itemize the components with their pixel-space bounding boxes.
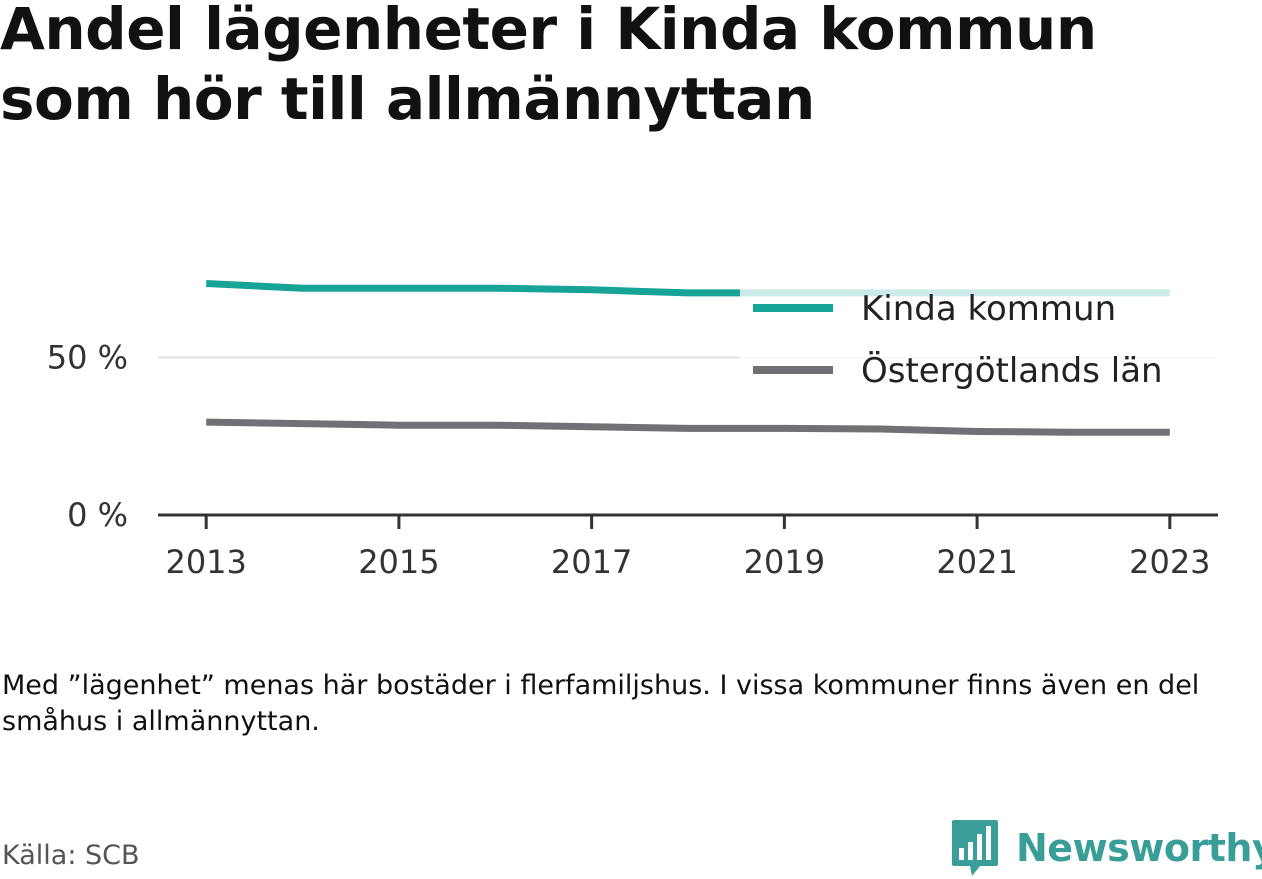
line-chart: 0 % 50 % 2013 2015 2017 2019 2021 2023 Kinda ko…: [47, 280, 1218, 581]
source-label: Källa: SCB: [2, 840, 140, 871]
x-tick-label: 2019: [744, 543, 825, 581]
x-tick-label: 2013: [165, 543, 246, 581]
y-tick-label: 50 %: [47, 339, 128, 377]
axes: 0 % 50 % 2013 2015 2017 2019 2021 2023: [47, 339, 1218, 581]
legend: Kinda kommun Östergötlands län: [740, 283, 1218, 398]
series-line-1: [206, 418, 1170, 436]
x-tick-label: 2017: [551, 543, 632, 581]
brand-name: Newsworthy: [1016, 826, 1262, 870]
x-tick-label: 2015: [358, 543, 439, 581]
legend-label: Östergötlands län: [861, 350, 1163, 391]
x-tick-label: 2021: [936, 543, 1017, 581]
newsworthy-logo-icon: [952, 820, 998, 876]
chart-title: Andel lägenheter i Kinda kommun som hör …: [0, 0, 1097, 133]
chart-note: Med ”lägenhet” menas här bostäder i fler…: [2, 670, 1200, 737]
brand-logo[interactable]: Newsworthy: [950, 818, 1262, 878]
x-tick-label: 2023: [1129, 543, 1210, 581]
y-tick-label: 0 %: [67, 496, 128, 534]
legend-background: [740, 283, 1218, 398]
legend-label: Kinda kommun: [861, 289, 1116, 329]
